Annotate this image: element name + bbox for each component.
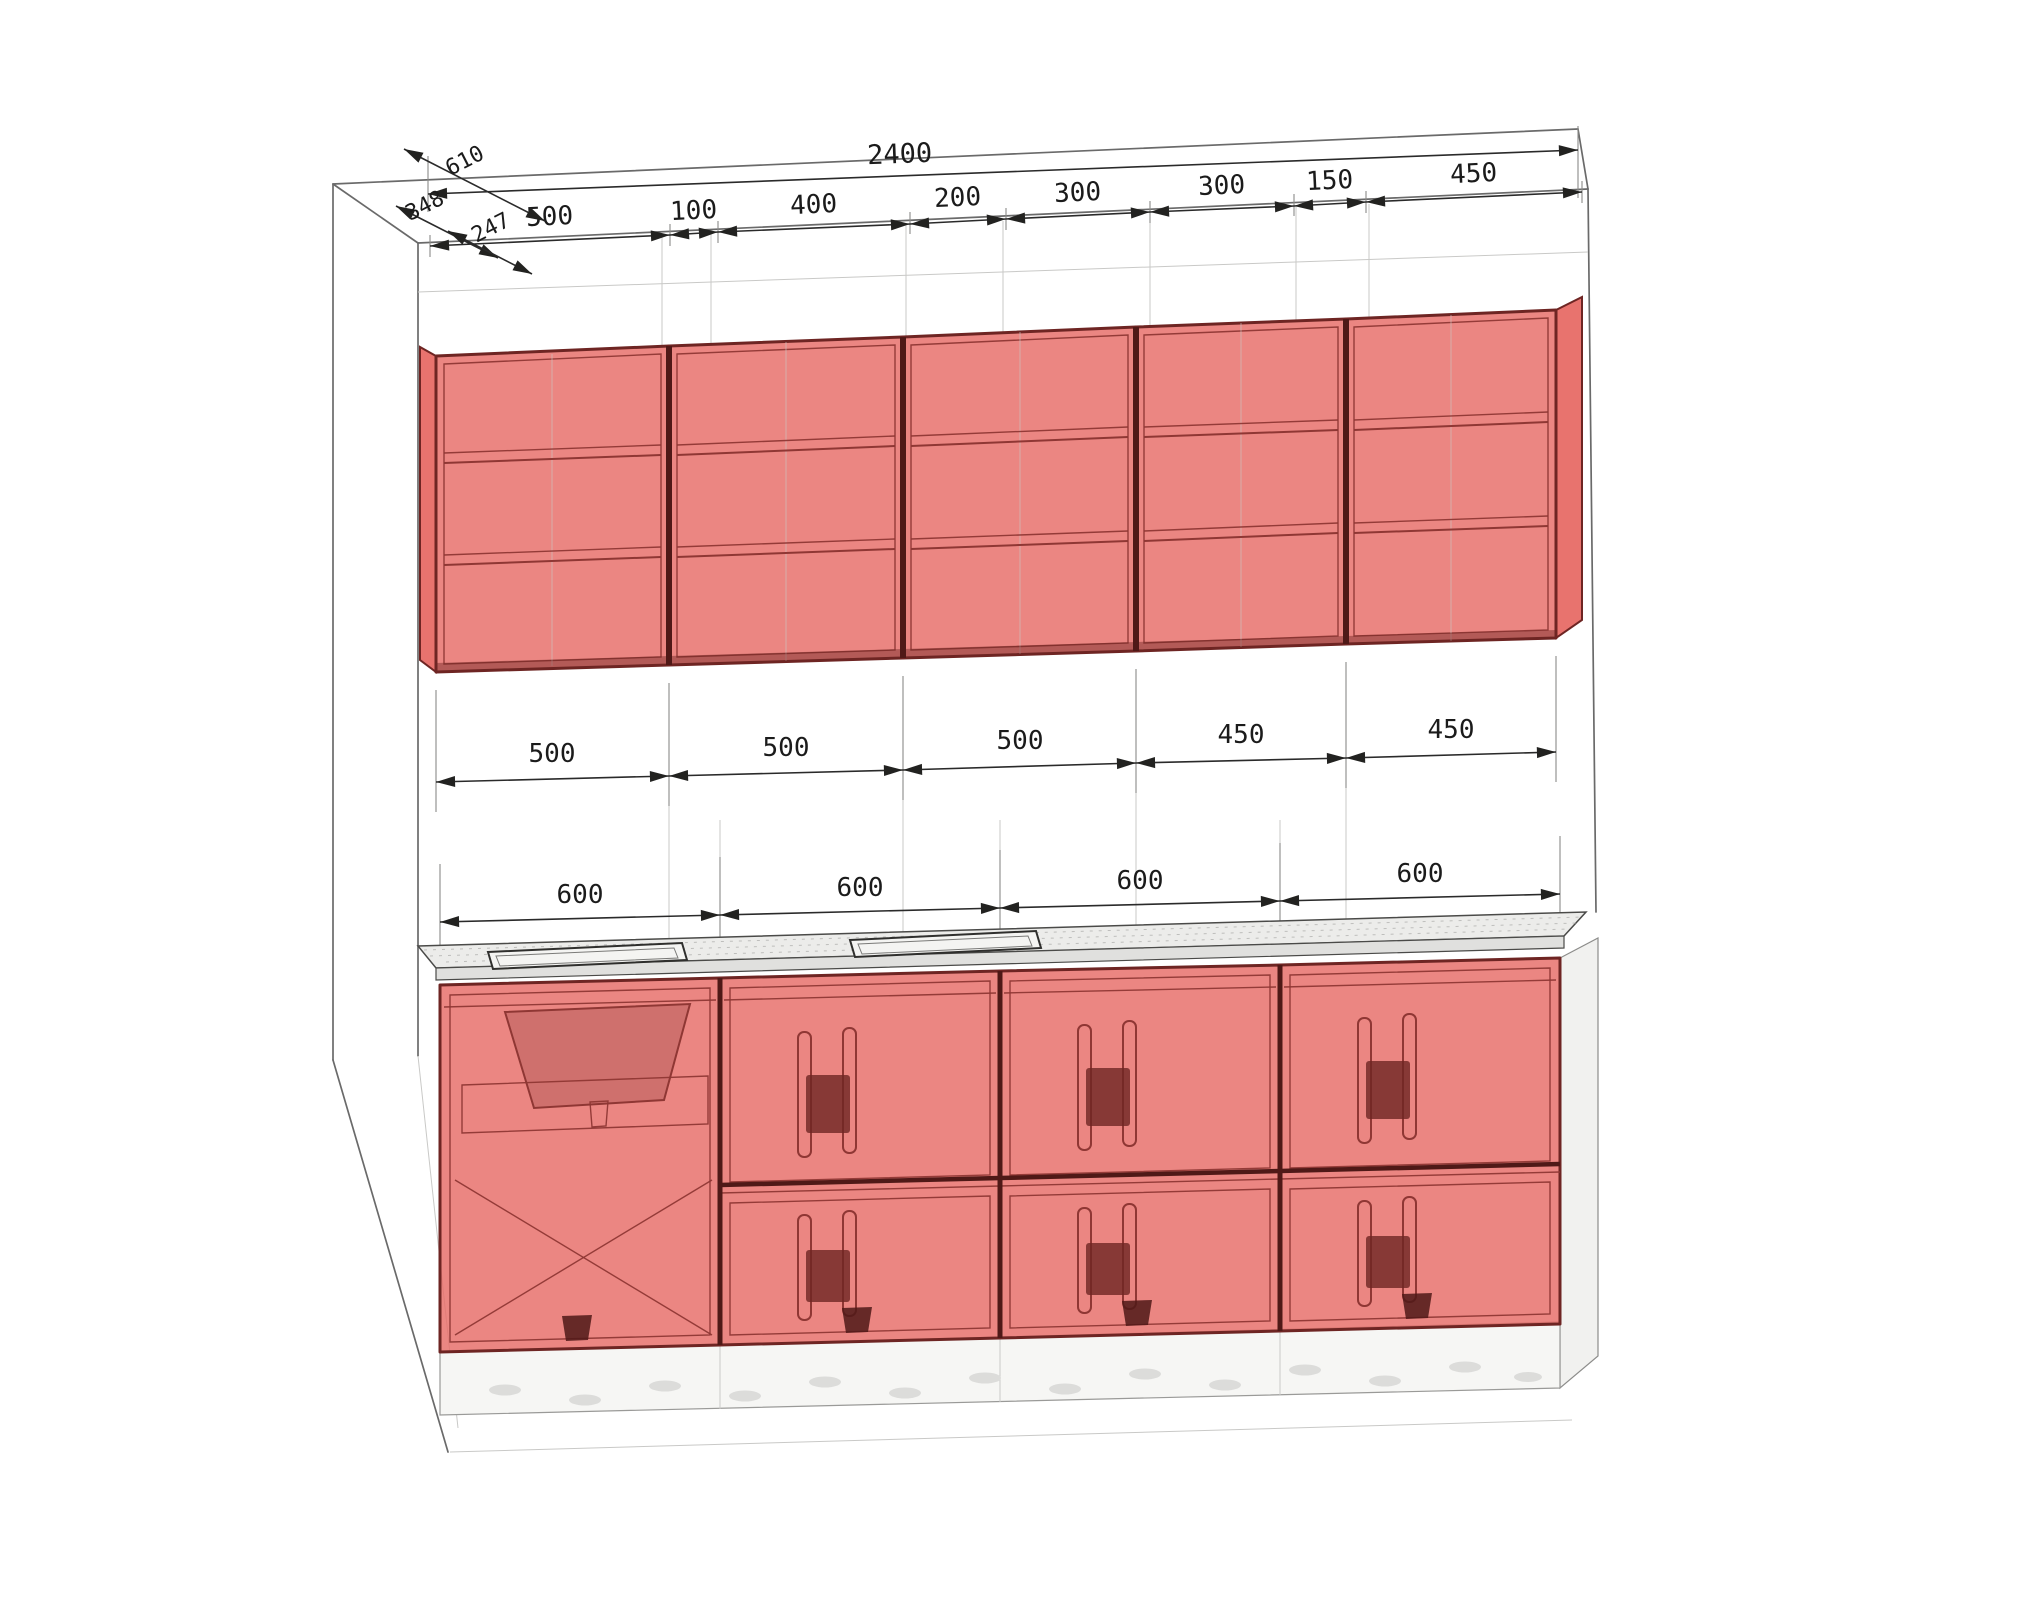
dim-label-top-3: 400 xyxy=(789,189,837,221)
dim-label-top-8: 450 xyxy=(1449,158,1497,190)
wall-cabinet-left-side xyxy=(419,345,437,674)
wall-cabinet-3 xyxy=(901,325,1138,660)
base-cabinet-4 xyxy=(1278,956,1562,1333)
dimension-total-width: 2400 xyxy=(427,126,1579,212)
wall-cabinet-5 xyxy=(1344,308,1558,646)
dim-label-top-5: 300 xyxy=(1053,177,1101,209)
wall-cabinet-2 xyxy=(667,335,905,667)
sink-bowl xyxy=(503,1002,692,1110)
dim-label-base-3: 600 xyxy=(1117,866,1164,896)
dim-label-total: 2400 xyxy=(867,138,933,172)
countertop xyxy=(416,911,1588,981)
dim-label-top-2: 100 xyxy=(669,195,717,227)
dim-label-wall-5: 450 xyxy=(1428,715,1475,745)
dim-label-top-7: 150 xyxy=(1305,165,1353,197)
base-cabinet-1-sink xyxy=(438,976,722,1354)
base-right-side-panel xyxy=(1559,937,1599,1390)
sink xyxy=(486,941,689,971)
wall-cabinet-right-side xyxy=(1555,295,1583,640)
dim-label-depth-1: 610 xyxy=(442,141,489,181)
base-cabinet-3 xyxy=(998,963,1282,1340)
dim-label-wall-2: 500 xyxy=(763,733,810,763)
dim-label-wall-4: 450 xyxy=(1218,720,1265,750)
dim-label-top-1: 500 xyxy=(525,201,573,233)
dim-label-wall-1: 500 xyxy=(529,739,576,769)
dimension-top-segments: 500 100 400 200 300 300 150 450 xyxy=(429,158,1583,257)
dim-label-base-4: 600 xyxy=(1397,859,1444,889)
dim-label-top-4: 200 xyxy=(933,182,981,214)
cooktop xyxy=(848,929,1043,959)
wall-cabinet-1 xyxy=(434,344,671,674)
dim-label-base-2: 600 xyxy=(837,873,884,903)
dim-label-base-1: 600 xyxy=(557,880,604,910)
base-cabinet-row xyxy=(438,937,1599,1416)
dimension-base-widths: 600 600 600 600 xyxy=(439,836,1561,954)
wall-cabinet-row xyxy=(419,295,1583,674)
base-cabinet-2 xyxy=(718,969,1002,1347)
dim-label-wall-3: 500 xyxy=(997,726,1044,756)
wall-cabinet-4 xyxy=(1134,317,1348,653)
module-extension-lines xyxy=(668,662,1347,940)
dim-label-top-6: 300 xyxy=(1197,170,1245,202)
dimension-wall-widths: 500 500 500 450 450 xyxy=(435,656,1557,812)
